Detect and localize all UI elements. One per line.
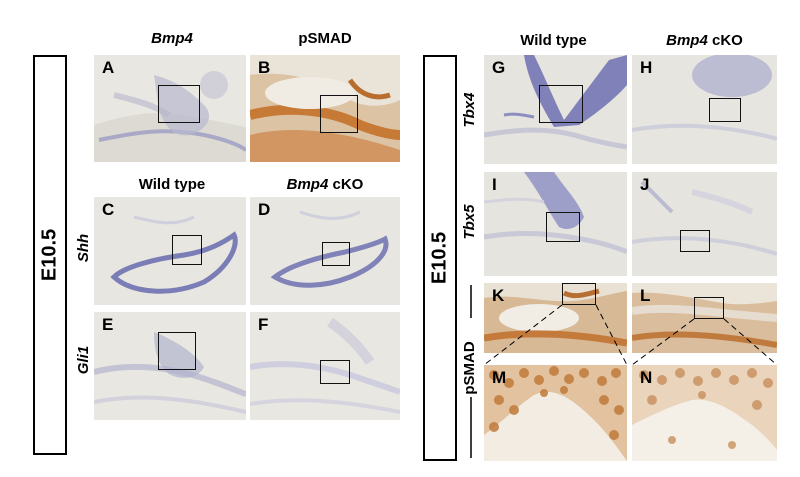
panel-b: B	[250, 55, 400, 162]
stage-label-left: E10.5	[38, 228, 61, 282]
row-head-psmad-text: pSMAD	[461, 341, 478, 395]
panel-letter-e: E	[102, 315, 114, 334]
col-head-wild-type-right: Wild type	[481, 32, 626, 49]
panel-l: L	[632, 283, 777, 353]
panel-h: H	[632, 55, 777, 164]
panel-n-image	[632, 365, 777, 461]
col-head-cko-right: Bmp4 cKO	[632, 32, 777, 49]
panel-letter-d: D	[258, 200, 271, 219]
col-head-cko-right-gene: Bmp4	[666, 32, 708, 49]
roi-box-b	[320, 95, 358, 133]
roi-box-g	[539, 85, 583, 123]
roi-box-d	[322, 242, 350, 266]
roi-box-e	[158, 332, 196, 370]
stage-label-right: E10.5	[428, 231, 451, 285]
roi-box-f	[320, 360, 350, 384]
panel-k-image	[484, 283, 627, 353]
row-head-shh-text: Shh	[75, 233, 92, 263]
panel-letter-f: F	[258, 315, 269, 334]
stage-box-left: E10.5	[33, 55, 67, 455]
panel-h-image	[632, 55, 777, 164]
col-head-cko-left: Bmp4 cKO	[250, 176, 400, 193]
panel-d: D	[250, 197, 400, 305]
panel-k: K	[484, 283, 627, 353]
col-head-bmp4: Bmp4	[97, 30, 247, 47]
row-head-gli1-text: Gli1	[75, 345, 92, 375]
col-head-wild-type-left-text: Wild type	[138, 176, 206, 193]
panel-letter-b: B	[258, 58, 271, 77]
panel-e-image	[94, 312, 246, 420]
roi-box-j	[680, 230, 710, 252]
panel-letter-a: A	[102, 58, 115, 77]
col-head-psmad: pSMAD	[250, 30, 400, 47]
row-head-tbx5-text: Tbx5	[461, 204, 478, 240]
panel-letter-c: C	[102, 200, 115, 219]
roi-box-k	[562, 283, 596, 305]
panel-letter-i: I	[492, 175, 497, 194]
col-head-wild-type-right-text: Wild type	[520, 32, 587, 49]
roi-box-i	[546, 212, 580, 242]
panel-i: I	[484, 172, 627, 276]
roi-box-h	[709, 98, 741, 122]
panel-j: J	[632, 172, 777, 276]
col-head-psmad-text: pSMAD	[298, 30, 352, 47]
panel-f-image	[250, 312, 400, 420]
col-head-wild-type-left: Wild type	[97, 176, 247, 193]
panel-g: G	[484, 55, 627, 164]
panel-i-image	[484, 172, 627, 276]
panel-letter-l: L	[640, 286, 651, 305]
col-head-cko-right-suffix: cKO	[707, 32, 743, 49]
panel-f: F	[250, 312, 400, 420]
roi-box-l	[694, 297, 724, 319]
panel-letter-k: K	[492, 286, 505, 305]
panel-b-image	[250, 55, 400, 162]
col-head-bmp4-text: Bmp4	[151, 30, 193, 47]
row-head-gli1: Gli1	[75, 335, 95, 385]
stage-box-right: E10.5	[423, 55, 457, 461]
row-head-tbx4: Tbx4	[461, 85, 481, 135]
panel-letter-j: J	[640, 175, 650, 194]
col-head-cko-left-gene: Bmp4	[286, 176, 329, 193]
panel-m: M	[484, 365, 627, 461]
panel-n: N	[632, 365, 777, 461]
panel-d-image	[250, 197, 400, 305]
row-head-tbx4-text: Tbx4	[461, 92, 478, 128]
panel-g-image	[484, 55, 627, 164]
panel-c-image	[94, 197, 246, 305]
panel-letter-h: H	[640, 58, 653, 77]
panel-a-image	[94, 55, 246, 162]
panel-a: A	[94, 55, 246, 162]
panel-j-image	[632, 172, 777, 276]
col-head-cko-left-suffix: cKO	[328, 176, 364, 193]
panel-letter-n: N	[640, 368, 653, 387]
panel-m-image	[484, 365, 627, 461]
roi-box-c	[172, 235, 202, 265]
row-head-tbx5: Tbx5	[461, 197, 481, 247]
row-head-shh: Shh	[75, 223, 95, 273]
roi-box-a	[158, 85, 200, 123]
panel-letter-g: G	[492, 58, 506, 77]
row-head-psmad: pSMAD	[461, 333, 481, 403]
panel-c: C	[94, 197, 246, 305]
panel-letter-m: M	[492, 368, 507, 387]
panel-e: E	[94, 312, 246, 420]
